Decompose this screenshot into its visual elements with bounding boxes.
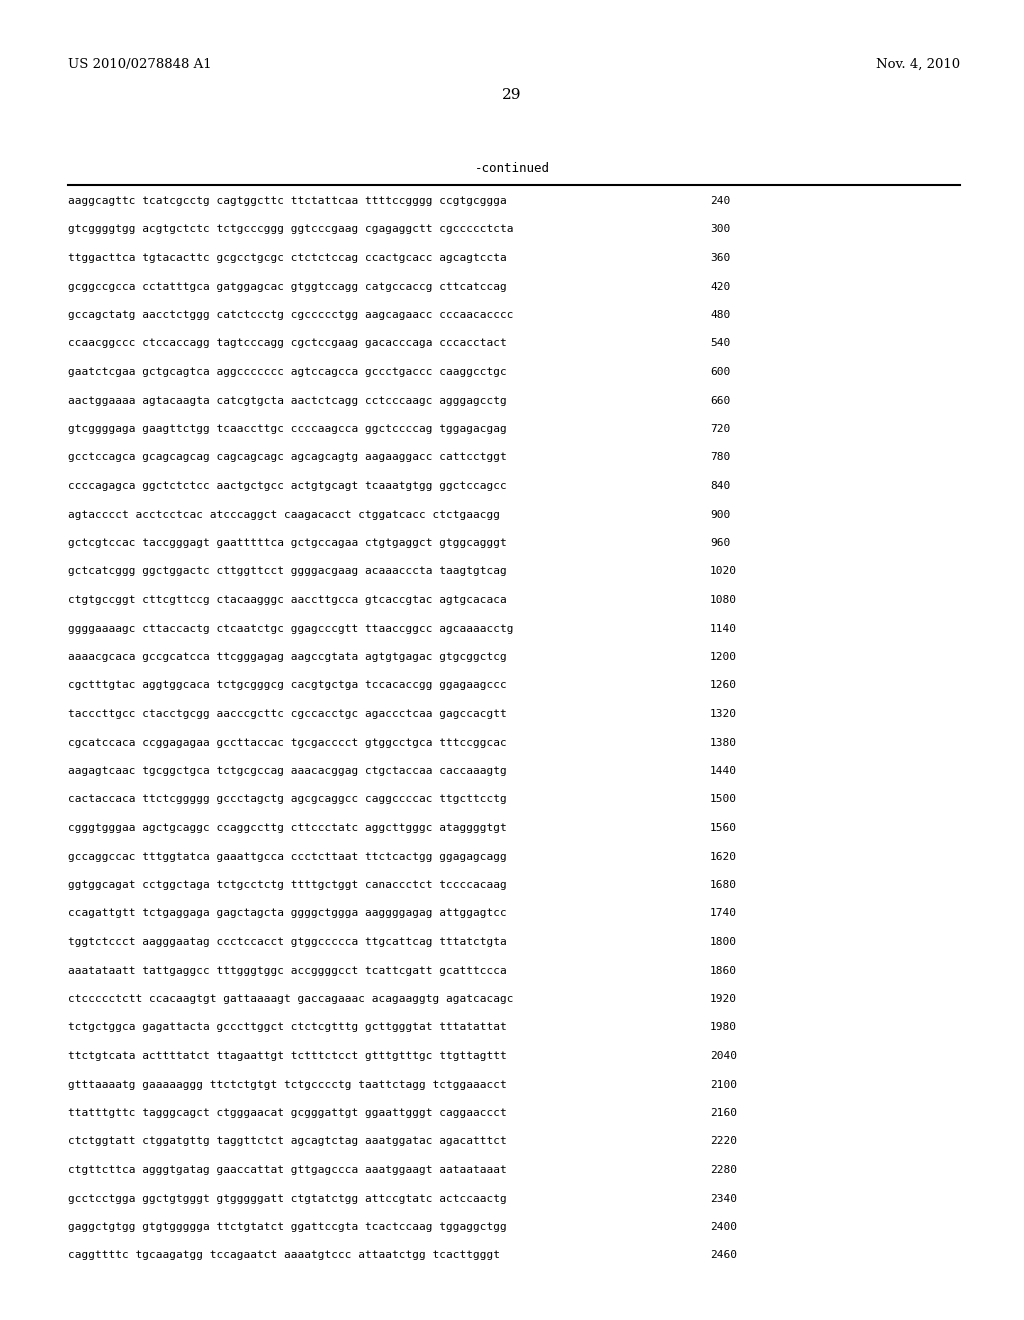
- Text: ccaacggccc ctccaccagg tagtcccagg cgctccgaag gacacccaga cccacctact: ccaacggccc ctccaccagg tagtcccagg cgctccg…: [68, 338, 507, 348]
- Text: US 2010/0278848 A1: US 2010/0278848 A1: [68, 58, 212, 71]
- Text: ccccagagca ggctctctcc aactgctgcc actgtgcagt tcaaatgtgg ggctccagcc: ccccagagca ggctctctcc aactgctgcc actgtgc…: [68, 480, 507, 491]
- Text: 1620: 1620: [710, 851, 737, 862]
- Text: 1860: 1860: [710, 965, 737, 975]
- Text: 960: 960: [710, 539, 730, 548]
- Text: 2100: 2100: [710, 1080, 737, 1089]
- Text: gcctccagca gcagcagcag cagcagcagc agcagcagtg aagaaggacc cattcctggt: gcctccagca gcagcagcag cagcagcagc agcagca…: [68, 453, 507, 462]
- Text: tggtctccct aagggaatag ccctccacct gtggccccca ttgcattcag tttatctgta: tggtctccct aagggaatag ccctccacct gtggccc…: [68, 937, 507, 946]
- Text: 360: 360: [710, 253, 730, 263]
- Text: 660: 660: [710, 396, 730, 405]
- Text: Nov. 4, 2010: Nov. 4, 2010: [876, 58, 961, 71]
- Text: 1080: 1080: [710, 595, 737, 605]
- Text: 540: 540: [710, 338, 730, 348]
- Text: cgggtgggaa agctgcaggc ccaggccttg cttccctatc aggcttgggc ataggggtgt: cgggtgggaa agctgcaggc ccaggccttg cttccct…: [68, 822, 507, 833]
- Text: 900: 900: [710, 510, 730, 520]
- Text: 1980: 1980: [710, 1023, 737, 1032]
- Text: aactggaaaa agtacaagta catcgtgcta aactctcagg cctcccaagc agggagcctg: aactggaaaa agtacaagta catcgtgcta aactctc…: [68, 396, 507, 405]
- Text: aaggcagttc tcatcgcctg cagtggcttc ttctattcaa ttttccgggg ccgtgcggga: aaggcagttc tcatcgcctg cagtggcttc ttctatt…: [68, 195, 507, 206]
- Text: 1140: 1140: [710, 623, 737, 634]
- Text: gccagctatg aacctctggg catctccctg cgccccctgg aagcagaacc cccaacacccc: gccagctatg aacctctggg catctccctg cgccccc…: [68, 310, 513, 319]
- Text: ctgttcttca agggtgatag gaaccattat gttgagccca aaatggaagt aataataaat: ctgttcttca agggtgatag gaaccattat gttgagc…: [68, 1166, 507, 1175]
- Text: 840: 840: [710, 480, 730, 491]
- Text: ttggacttca tgtacacttc gcgcctgcgc ctctctccag ccactgcacc agcagtccta: ttggacttca tgtacacttc gcgcctgcgc ctctctc…: [68, 253, 507, 263]
- Text: aagagtcaac tgcggctgca tctgcgccag aaacacggag ctgctaccaa caccaaagtg: aagagtcaac tgcggctgca tctgcgccag aaacacg…: [68, 766, 507, 776]
- Text: 2460: 2460: [710, 1250, 737, 1261]
- Text: 1440: 1440: [710, 766, 737, 776]
- Text: gtcggggtgg acgtgctctc tctgcccggg ggtcccgaag cgagaggctt cgccccctcta: gtcggggtgg acgtgctctc tctgcccggg ggtcccg…: [68, 224, 513, 235]
- Text: 300: 300: [710, 224, 730, 235]
- Text: gcggccgcca cctatttgca gatggagcac gtggtccagg catgccaccg cttcatccag: gcggccgcca cctatttgca gatggagcac gtggtcc…: [68, 281, 507, 292]
- Text: 2280: 2280: [710, 1166, 737, 1175]
- Text: 1200: 1200: [710, 652, 737, 663]
- Text: 1800: 1800: [710, 937, 737, 946]
- Text: ttatttgttc tagggcagct ctgggaacat gcgggattgt ggaattgggt caggaaccct: ttatttgttc tagggcagct ctgggaacat gcgggat…: [68, 1107, 507, 1118]
- Text: 1260: 1260: [710, 681, 737, 690]
- Text: 1560: 1560: [710, 822, 737, 833]
- Text: 480: 480: [710, 310, 730, 319]
- Text: gccaggccac tttggtatca gaaattgcca ccctcttaat ttctcactgg ggagagcagg: gccaggccac tttggtatca gaaattgcca ccctctt…: [68, 851, 507, 862]
- Text: ctccccctctt ccacaagtgt gattaaaagt gaccagaaac acagaaggtg agatcacagc: ctccccctctt ccacaagtgt gattaaaagt gaccag…: [68, 994, 513, 1005]
- Text: gtttaaaatg gaaaaaggg ttctctgtgt tctgcccctg taattctagg tctggaaacct: gtttaaaatg gaaaaaggg ttctctgtgt tctgcccc…: [68, 1080, 507, 1089]
- Text: 1020: 1020: [710, 566, 737, 577]
- Text: 2400: 2400: [710, 1222, 737, 1232]
- Text: ccagattgtt tctgaggaga gagctagcta ggggctggga aaggggagag attggagtcc: ccagattgtt tctgaggaga gagctagcta ggggctg…: [68, 908, 507, 919]
- Text: 1320: 1320: [710, 709, 737, 719]
- Text: gctcatcggg ggctggactc cttggttcct ggggacgaag acaaacccta taagtgtcag: gctcatcggg ggctggactc cttggttcct ggggacg…: [68, 566, 507, 577]
- Text: ctgtgccggt cttcgttccg ctacaagggc aaccttgcca gtcaccgtac agtgcacaca: ctgtgccggt cttcgttccg ctacaagggc aaccttg…: [68, 595, 507, 605]
- Text: tacccttgcc ctacctgcgg aacccgcttc cgccacctgc agaccctcaa gagccacgtt: tacccttgcc ctacctgcgg aacccgcttc cgccacc…: [68, 709, 507, 719]
- Text: 1380: 1380: [710, 738, 737, 747]
- Text: caggttttc tgcaagatgg tccagaatct aaaatgtccc attaatctgg tcacttgggt: caggttttc tgcaagatgg tccagaatct aaaatgtc…: [68, 1250, 500, 1261]
- Text: gctcgtccac taccgggagt gaatttttca gctgccagaa ctgtgaggct gtggcagggt: gctcgtccac taccgggagt gaatttttca gctgcca…: [68, 539, 507, 548]
- Text: agtacccct acctcctcac atcccaggct caagacacct ctggatcacc ctctgaacgg: agtacccct acctcctcac atcccaggct caagacac…: [68, 510, 500, 520]
- Text: cactaccaca ttctcggggg gccctagctg agcgcaggcc caggccccac ttgcttcctg: cactaccaca ttctcggggg gccctagctg agcgcag…: [68, 795, 507, 804]
- Text: gtcggggaga gaagttctgg tcaaccttgc ccccaagcca ggctccccag tggagacgag: gtcggggaga gaagttctgg tcaaccttgc ccccaag…: [68, 424, 507, 434]
- Text: gcctcctgga ggctgtgggt gtgggggatt ctgtatctgg attccgtatc actccaactg: gcctcctgga ggctgtgggt gtgggggatt ctgtatc…: [68, 1193, 507, 1204]
- Text: aaaacgcaca gccgcatcca ttcgggagag aagccgtata agtgtgagac gtgcggctcg: aaaacgcaca gccgcatcca ttcgggagag aagccgt…: [68, 652, 507, 663]
- Text: 1740: 1740: [710, 908, 737, 919]
- Text: cgcatccaca ccggagagaa gccttaccac tgcgacccct gtggcctgca tttccggcac: cgcatccaca ccggagagaa gccttaccac tgcgacc…: [68, 738, 507, 747]
- Text: 1920: 1920: [710, 994, 737, 1005]
- Text: 720: 720: [710, 424, 730, 434]
- Text: 1680: 1680: [710, 880, 737, 890]
- Text: 2220: 2220: [710, 1137, 737, 1147]
- Text: 600: 600: [710, 367, 730, 378]
- Text: ttctgtcata acttttatct ttagaattgt tctttctcct gtttgtttgc ttgttagttt: ttctgtcata acttttatct ttagaattgt tctttct…: [68, 1051, 507, 1061]
- Text: 1500: 1500: [710, 795, 737, 804]
- Text: ctctggtatt ctggatgttg taggttctct agcagtctag aaatggatac agacatttct: ctctggtatt ctggatgttg taggttctct agcagtc…: [68, 1137, 507, 1147]
- Text: 240: 240: [710, 195, 730, 206]
- Text: ggtggcagat cctggctaga tctgcctctg ttttgctggt canaccctct tccccacaag: ggtggcagat cctggctaga tctgcctctg ttttgct…: [68, 880, 507, 890]
- Text: 420: 420: [710, 281, 730, 292]
- Text: 780: 780: [710, 453, 730, 462]
- Text: cgctttgtac aggtggcaca tctgcgggcg cacgtgctga tccacaccgg ggagaagccc: cgctttgtac aggtggcaca tctgcgggcg cacgtgc…: [68, 681, 507, 690]
- Text: aaatataatt tattgaggcc tttgggtggc accggggcct tcattcgatt gcatttccca: aaatataatt tattgaggcc tttgggtggc accgggg…: [68, 965, 507, 975]
- Text: tctgctggca gagattacta gcccttggct ctctcgtttg gcttgggtat tttatattat: tctgctggca gagattacta gcccttggct ctctcgt…: [68, 1023, 507, 1032]
- Text: gaatctcgaa gctgcagtca aggccccccc agtccagcca gccctgaccc caaggcctgc: gaatctcgaa gctgcagtca aggccccccc agtccag…: [68, 367, 507, 378]
- Text: 2340: 2340: [710, 1193, 737, 1204]
- Text: -continued: -continued: [474, 162, 550, 176]
- Text: 2160: 2160: [710, 1107, 737, 1118]
- Text: gaggctgtgg gtgtggggga ttctgtatct ggattccgta tcactccaag tggaggctgg: gaggctgtgg gtgtggggga ttctgtatct ggattcc…: [68, 1222, 507, 1232]
- Text: 29: 29: [502, 88, 522, 102]
- Text: ggggaaaagc cttaccactg ctcaatctgc ggagcccgtt ttaaccggcc agcaaaacctg: ggggaaaagc cttaccactg ctcaatctgc ggagccc…: [68, 623, 513, 634]
- Text: 2040: 2040: [710, 1051, 737, 1061]
